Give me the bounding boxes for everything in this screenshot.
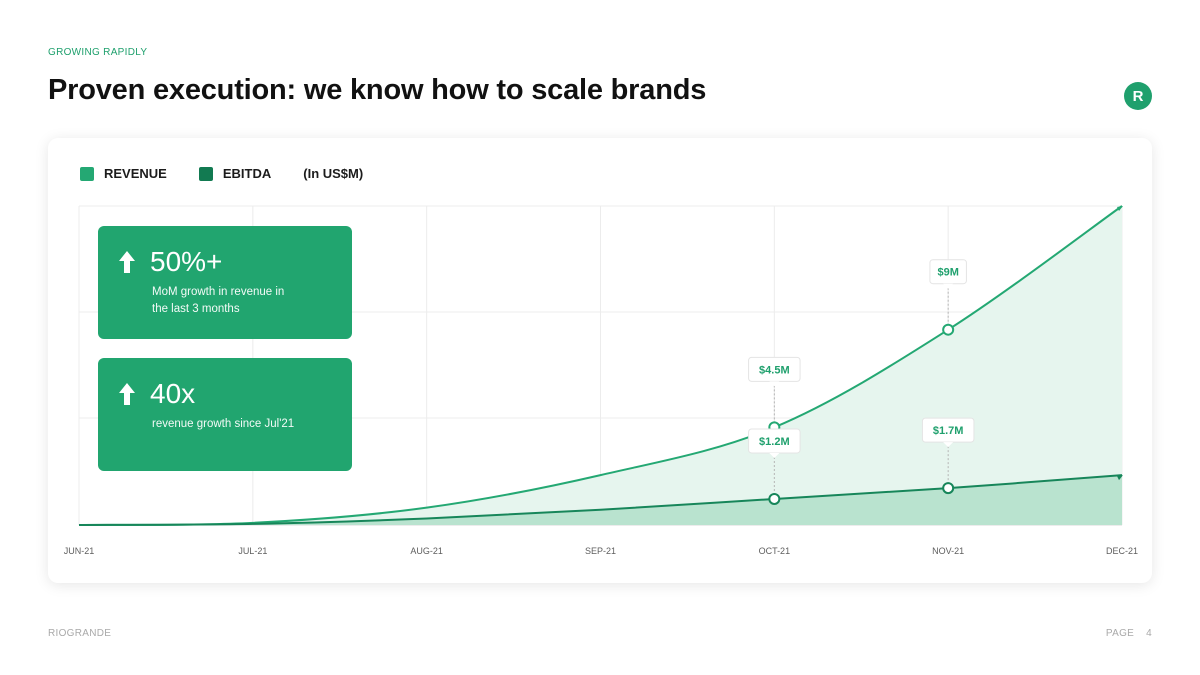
arrow-up-icon	[119, 251, 135, 273]
stat-description: MoM growth in revenue in the last 3 mont…	[152, 284, 334, 318]
chart-callouts: $4.5M $9M $1.2M $1.7M	[748, 259, 975, 505]
stat-value: 50%+	[150, 246, 223, 277]
page-title: Proven execution: we know how to scale b…	[48, 74, 707, 106]
legend-swatch-revenue	[80, 166, 94, 181]
legend-label-revenue: REVENUE	[104, 166, 167, 181]
series-end-arrow	[1117, 475, 1123, 481]
x-tick-label: OCT-21	[759, 546, 791, 556]
legend-label-ebitda: EBITDA	[222, 166, 272, 181]
stat-description: revenue growth since Jul'21	[152, 416, 334, 433]
data-point	[942, 482, 955, 495]
area-revenue	[79, 206, 1122, 525]
chart: JUN-21 JUL-21 AUG-21 SEP-21 OCT-21 NOV-21 DEC-…	[64, 205, 1138, 556]
stat-description-line: the last 3 months	[152, 303, 240, 315]
data-point	[942, 323, 955, 336]
x-axis-ticks: JUN-21 JUL-21 AUG-21 SEP-21 OCT-21 NOV-21 DEC-…	[64, 546, 1138, 556]
x-tick-label: NOV-21	[932, 546, 964, 556]
x-tick-label: JUN-21	[64, 546, 95, 556]
area-ebitda	[79, 475, 1122, 525]
kicker: GROWING RAPIDLY	[48, 47, 148, 58]
legend-unit: (In US$M)	[303, 166, 364, 181]
callout-box	[748, 356, 801, 382]
callout-pointer	[943, 283, 954, 289]
callout-pointer	[769, 452, 780, 458]
callout-pointer	[943, 442, 954, 448]
stat-value: 40x	[150, 378, 196, 409]
data-label: $1.7M	[933, 425, 964, 437]
legend-swatch-ebitda	[198, 166, 213, 181]
stat-description-line: revenue growth since Jul'21	[152, 418, 295, 430]
series-end-arrow	[1117, 206, 1123, 211]
legend-item-revenue: REVENUE	[80, 166, 167, 181]
footer-page: PAGE 4	[1094, 628, 1152, 639]
data-point	[768, 492, 781, 505]
x-tick-label: AUG-21	[410, 546, 443, 556]
brand-logo: R	[1124, 82, 1152, 110]
footer-page-number: 4	[1146, 628, 1152, 639]
data-label: $1.2M	[759, 436, 790, 448]
data-label: $9M	[937, 267, 958, 279]
x-tick-label: SEP-21	[585, 546, 616, 556]
footer-brand: RIOGRANDE	[48, 628, 112, 639]
footer-page-label: PAGE	[1105, 628, 1135, 639]
chart-areas	[79, 206, 1122, 525]
arrow-up-icon	[119, 383, 135, 405]
x-tick-label: DEC-21	[1106, 546, 1138, 556]
stat-description-line: MoM growth in revenue in	[152, 286, 285, 298]
x-tick-label: JUL-21	[238, 546, 267, 556]
callout-pointer	[769, 381, 780, 387]
chart-card: JUN-21 JUL-21 AUG-21 SEP-21 OCT-21 NOV-21 DEC-…	[48, 138, 1152, 583]
stat-card-revenue-growth: 40x revenue growth since Jul'21	[98, 358, 352, 471]
legend-item-ebitda: EBITDA	[198, 166, 272, 181]
data-label: $4.5M	[759, 364, 790, 376]
chart-legend: REVENUE EBITDA (In US$M)	[80, 166, 395, 181]
stat-card-mom-growth: 50%+ MoM growth in revenue in the last 3…	[98, 226, 352, 339]
